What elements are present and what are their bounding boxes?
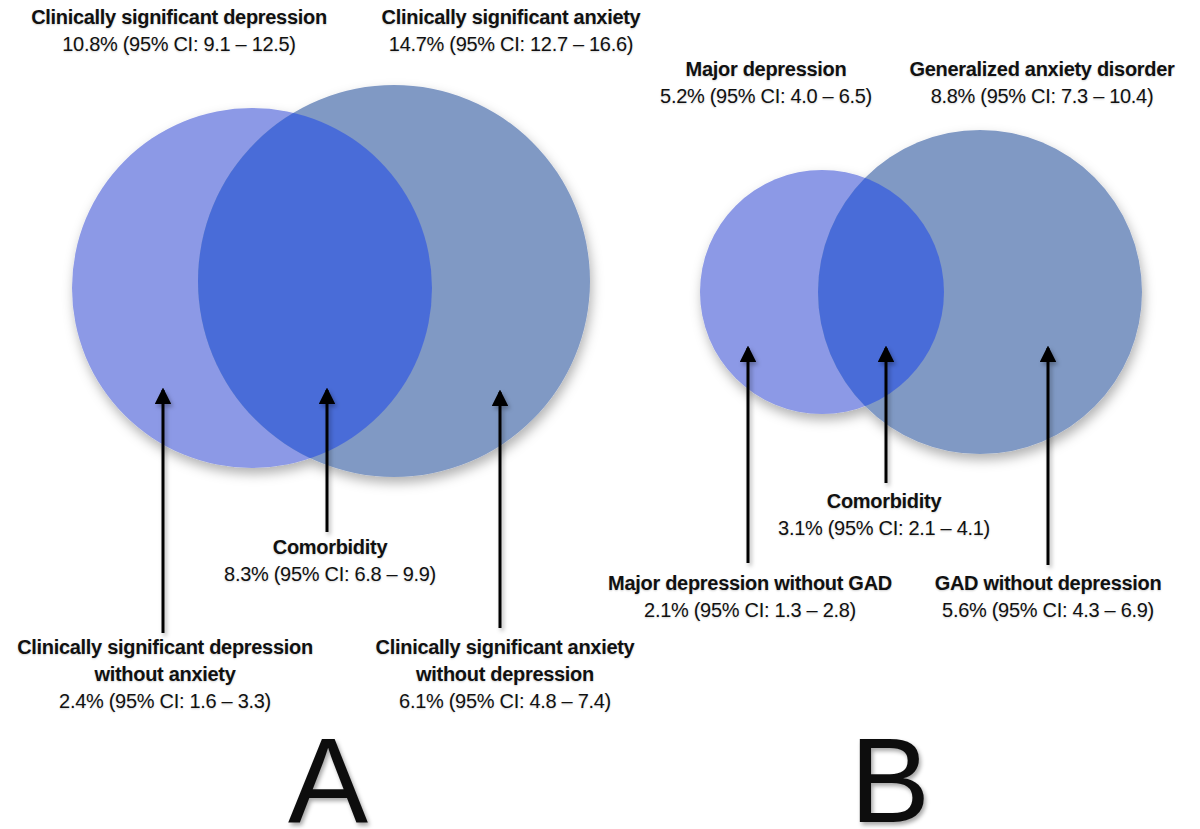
- label-value: 5.6% (95% CI: 4.3 – 6.9): [935, 597, 1162, 624]
- panel-a-letter: A: [288, 720, 368, 829]
- label-value: 5.2% (95% CI: 4.0 – 6.5): [660, 83, 872, 110]
- label-title: Major depression: [660, 56, 872, 83]
- label-title-line2: without depression: [376, 661, 635, 688]
- label-title: Clinically significant depression: [31, 4, 327, 31]
- venn-figure: Clinically significant depression 10.8% …: [0, 0, 1200, 829]
- label-title: GAD without depression: [935, 570, 1162, 597]
- panel-a-label-anxiety-only: Clinically significant anxiety without d…: [376, 634, 635, 715]
- label-title: Clinically significant depression: [17, 634, 313, 661]
- panel-a-venn: [72, 85, 590, 477]
- label-value: 10.8% (95% CI: 9.1 – 12.5): [31, 31, 327, 58]
- label-title: Comorbidity: [224, 534, 436, 561]
- label-value: 14.7% (95% CI: 12.7 – 16.6): [382, 31, 641, 58]
- label-title: Clinically significant anxiety: [376, 634, 635, 661]
- label-value: 8.8% (95% CI: 7.3 – 10.4): [909, 83, 1174, 110]
- panel-a-label-depression-only: Clinically significant depression withou…: [17, 634, 313, 715]
- label-value: 3.1% (95% CI: 2.1 – 4.1): [778, 515, 990, 542]
- panel-a-label-depression-total: Clinically significant depression 10.8% …: [31, 4, 327, 58]
- panel-b-venn: [700, 130, 1142, 454]
- panel-a-label-comorbidity: Comorbidity 8.3% (95% CI: 6.8 – 9.9): [224, 534, 436, 588]
- panel-b-label-anxiety-only: GAD without depression 5.6% (95% CI: 4.3…: [935, 570, 1162, 624]
- panel-a-label-anxiety-total: Clinically significant anxiety 14.7% (95…: [382, 4, 641, 58]
- panel-b-label-comorbidity: Comorbidity 3.1% (95% CI: 2.1 – 4.1): [778, 488, 990, 542]
- label-value: 2.4% (95% CI: 1.6 – 3.3): [17, 688, 313, 715]
- label-value: 8.3% (95% CI: 6.8 – 9.9): [224, 561, 436, 588]
- label-title: Clinically significant anxiety: [382, 4, 641, 31]
- label-value: 6.1% (95% CI: 4.8 – 7.4): [376, 688, 635, 715]
- label-value: 2.1% (95% CI: 1.3 – 2.8): [608, 597, 892, 624]
- label-title-line2: without anxiety: [17, 661, 313, 688]
- panel-b-label-anxiety-total: Generalized anxiety disorder 8.8% (95% C…: [909, 56, 1174, 110]
- label-title: Generalized anxiety disorder: [909, 56, 1174, 83]
- label-title: Comorbidity: [778, 488, 990, 515]
- panel-b-label-depression-only: Major depression without GAD 2.1% (95% C…: [608, 570, 892, 624]
- panel-b-letter: B: [850, 720, 930, 829]
- label-title: Major depression without GAD: [608, 570, 892, 597]
- panel-b-label-depression-total: Major depression 5.2% (95% CI: 4.0 – 6.5…: [660, 56, 872, 110]
